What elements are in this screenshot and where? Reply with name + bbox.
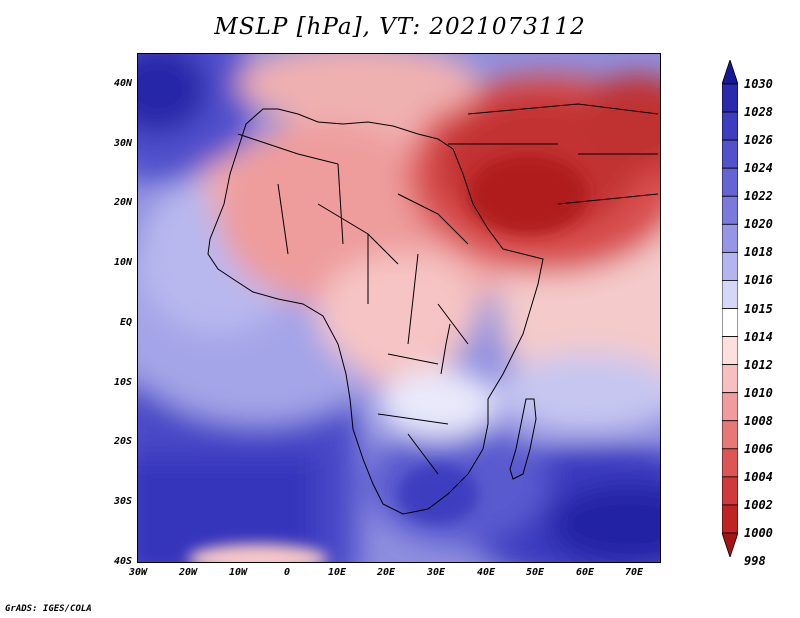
colorbar-label: 1026 (744, 133, 773, 148)
colorbar-label: 1028 (744, 105, 773, 120)
colorbar-cell (722, 476, 738, 506)
lat-label: 10S (113, 377, 132, 388)
colorbar-label: 1020 (744, 217, 773, 232)
colorbar-cell (722, 336, 738, 366)
lon-label: 10E (327, 567, 347, 578)
lat-label: 30S (113, 496, 132, 507)
pressure-map (137, 53, 661, 563)
coastlines (207, 103, 659, 515)
colorbar-label: 1024 (744, 161, 773, 176)
colorbar-cell (722, 223, 738, 253)
colorbar-cell (722, 364, 738, 394)
lat-label: 20S (113, 436, 132, 447)
colorbar-label: 1010 (744, 385, 773, 400)
colorbar-label: 1012 (744, 357, 773, 372)
lat-label: 30N (113, 138, 132, 149)
colorbar-cell (722, 532, 738, 557)
colorbar-label: 1015 (744, 301, 773, 316)
colorbar-label: 1016 (744, 273, 773, 288)
lon-label: 40E (476, 567, 496, 578)
pressure-field (138, 54, 660, 562)
colorbar-cell (722, 139, 738, 169)
colorbar-cell (722, 167, 738, 197)
colorbar-label: 1030 (744, 77, 773, 91)
lon-label: 10W (228, 567, 248, 578)
lon-label: 20E (376, 567, 396, 578)
lat-label: 40S (113, 556, 132, 567)
colorbar-label: 1022 (744, 189, 773, 204)
colorbar-label: 1008 (744, 413, 773, 428)
lon-label: 0 (283, 567, 291, 578)
lon-label: 30W (128, 567, 148, 578)
colorbar-label: 1002 (744, 497, 773, 512)
colorbar-label: 998 (744, 554, 766, 569)
lat-label: EQ (119, 317, 132, 328)
colorbar-cell (722, 392, 738, 422)
colorbar-label: 1006 (744, 441, 773, 456)
colorbar-cell (722, 60, 738, 85)
colorbar-label: 1014 (744, 329, 773, 344)
colorbar-cell (722, 111, 738, 141)
colorbar-cell (722, 504, 738, 534)
lon-label: 60E (575, 567, 595, 578)
lon-label: 70E (624, 567, 644, 578)
colorbar-label: 1004 (744, 469, 773, 484)
colorbar-cell (722, 420, 738, 450)
lon-label: 30E (426, 567, 446, 578)
colorbar-cell (722, 83, 738, 113)
colorbar-cell (722, 280, 738, 309)
colorbar-cell (722, 195, 738, 225)
lon-label: 50E (525, 567, 545, 578)
lon-label: 20W (178, 567, 198, 578)
colorbar-label: 1000 (744, 526, 773, 540)
colorbar-label: 1018 (744, 245, 773, 260)
colorbar (722, 60, 738, 557)
map-title: MSLP [hPa], VT: 2021073112 (214, 14, 586, 40)
lat-label: 40N (113, 78, 132, 89)
credit-text: GrADS: IGES/COLA (5, 604, 92, 614)
lat-label: 10N (113, 257, 132, 268)
colorbar-cell (722, 308, 738, 337)
colorbar-cell (722, 251, 738, 281)
lat-label: 20N (113, 197, 132, 208)
colorbar-cell (722, 448, 738, 478)
